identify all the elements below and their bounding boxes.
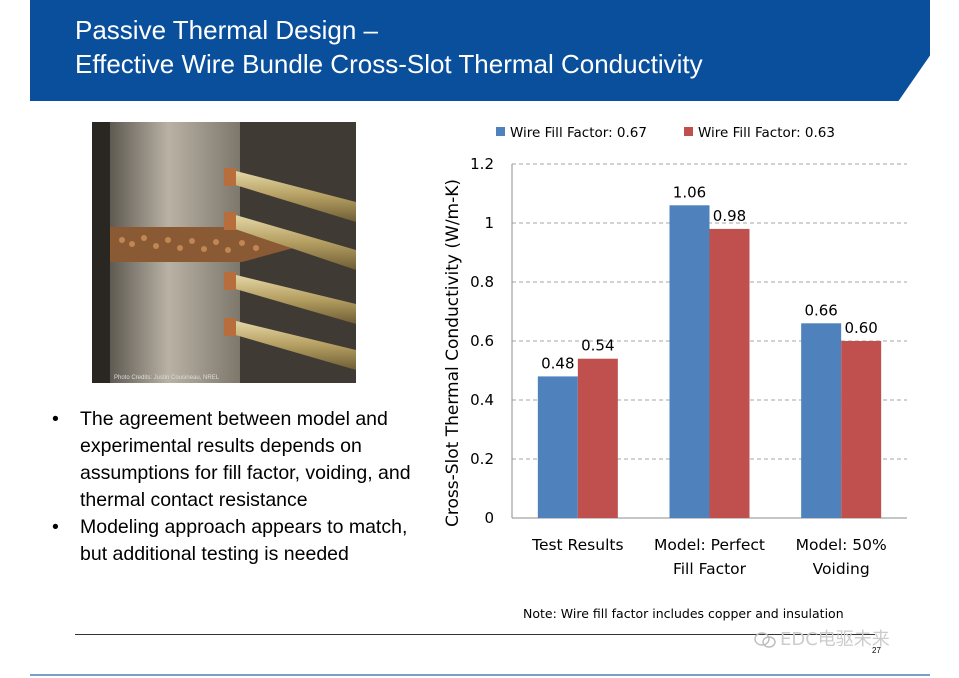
bullet-list: • The agreement between model and experi… — [52, 406, 432, 568]
legend-swatch — [496, 127, 505, 136]
footer-divider — [75, 634, 875, 635]
y-tick-label: 0.4 — [470, 391, 494, 409]
bullet-text: Modeling approach appears to match, but … — [80, 516, 408, 565]
data-label: 0.54 — [581, 337, 614, 355]
data-label: 0.60 — [844, 319, 877, 337]
data-label: 0.48 — [541, 354, 574, 372]
x-tick-label: Voiding — [813, 560, 870, 578]
bar — [709, 228, 750, 518]
y-tick-label: 0 — [484, 509, 494, 527]
x-tick-label: Fill Factor — [673, 560, 747, 578]
y-tick-label: 0.2 — [470, 450, 494, 468]
bullet-item: • Modeling approach appears to match, bu… — [52, 514, 432, 568]
bottom-rule — [30, 674, 930, 676]
bar — [577, 358, 618, 518]
data-label: 0.66 — [804, 301, 837, 319]
bar — [537, 376, 578, 518]
page-number: 27 — [872, 646, 881, 655]
legend-swatch — [684, 127, 693, 136]
wechat-icon — [754, 632, 776, 648]
y-tick-label: 0.6 — [470, 332, 494, 350]
data-label: 1.06 — [673, 183, 706, 201]
slide-title-line-2: Effective Wire Bundle Cross-Slot Thermal… — [75, 49, 703, 79]
legend-label: Wire Fill Factor: 0.67 — [510, 125, 647, 141]
photo-credit: Photo Credits: Justin Cousineau, NREL — [114, 375, 220, 381]
y-tick-label: 1 — [484, 214, 494, 232]
bullet-item: • The agreement between model and experi… — [52, 406, 432, 514]
y-tick-label: 1.2 — [470, 155, 494, 173]
experiment-photo: Photo Credits: Justin Cousineau, NREL — [92, 122, 356, 383]
watermark: EDC电驱未来 — [754, 625, 890, 651]
chart-note: Note: Wire fill factor includes copper a… — [523, 606, 844, 621]
bullet-dot-icon: • — [52, 516, 59, 538]
bar — [801, 323, 842, 518]
thermal-conductivity-bar-chart: 0 0.2 0.4 0.6 0.8 1 1.2 0.48 1.06 0.66 0.54 0.98 0.6… — [443, 125, 907, 578]
wire-bundle-photo-illustration — [92, 122, 356, 383]
bar — [841, 341, 882, 518]
y-tick-label: 0.8 — [470, 273, 494, 291]
data-label: 0.98 — [713, 207, 746, 225]
y-axis-title: Cross-Slot Thermal Conductivity (W/m-K) — [443, 179, 463, 527]
x-tick-label: Test Results — [531, 536, 623, 554]
bar — [669, 205, 710, 519]
bullet-text: The agreement between model and experime… — [80, 408, 411, 511]
x-tick-label: Model: 50% — [796, 536, 887, 554]
x-tick-label: Model: Perfect — [654, 536, 765, 554]
legend-label: Wire Fill Factor: 0.63 — [698, 125, 835, 141]
watermark-text: EDC电驱未来 — [780, 629, 890, 650]
header-banner — [30, 0, 930, 101]
slide-title-line-1: Passive Thermal Design – — [75, 15, 378, 45]
bullet-dot-icon: • — [52, 408, 59, 430]
